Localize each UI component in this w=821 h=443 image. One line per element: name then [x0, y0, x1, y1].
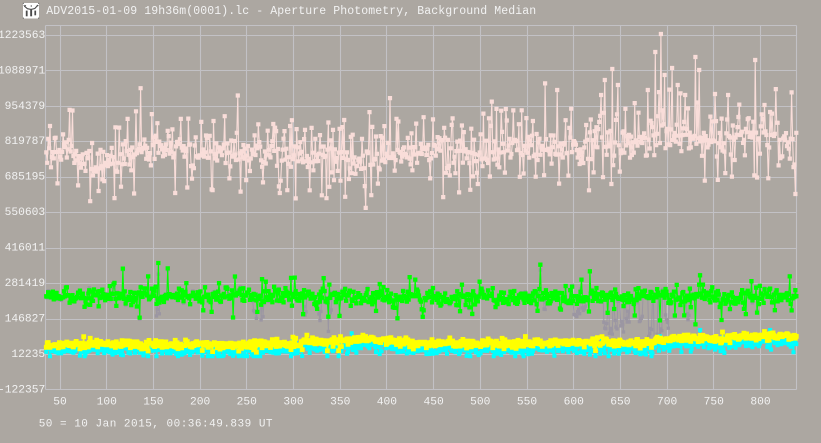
svg-text:1223563: 1223563	[0, 30, 45, 42]
svg-text:350: 350	[330, 397, 351, 409]
svg-text:416011: 416011	[5, 243, 46, 255]
svg-text:550603: 550603	[5, 207, 46, 219]
svg-text:450: 450	[423, 397, 444, 409]
svg-text:400: 400	[377, 397, 398, 409]
svg-text:281419: 281419	[5, 278, 46, 290]
svg-text:-122357: -122357	[0, 384, 45, 396]
svg-text:500: 500	[470, 397, 491, 409]
svg-text:150: 150	[143, 397, 164, 409]
svg-text:ADV2015-01-09 19h36m(0001).lc: ADV2015-01-09 19h36m(0001).lc - Aperture…	[46, 5, 536, 18]
svg-text:685195: 685195	[5, 172, 46, 184]
svg-text:250: 250	[237, 397, 258, 409]
svg-text:50 = 10 Jan 2015, 00:36:49.839: 50 = 10 Jan 2015, 00:36:49.839 UT	[39, 418, 273, 430]
svg-text:600: 600	[564, 397, 585, 409]
svg-text:750: 750	[704, 397, 725, 409]
svg-text:12235: 12235	[11, 349, 45, 361]
svg-text:650: 650	[610, 397, 631, 409]
svg-text:819787: 819787	[5, 136, 46, 148]
svg-text:50: 50	[53, 397, 67, 409]
svg-text:1088971: 1088971	[0, 65, 45, 77]
svg-text:146827: 146827	[5, 314, 46, 326]
svg-text:550: 550	[517, 397, 538, 409]
svg-text:954379: 954379	[5, 101, 46, 113]
svg-text:100: 100	[97, 397, 118, 409]
svg-text:700: 700	[657, 397, 678, 409]
svg-text:200: 200	[190, 397, 211, 409]
svg-text:300: 300	[283, 397, 304, 409]
svg-text:800: 800	[750, 397, 771, 409]
